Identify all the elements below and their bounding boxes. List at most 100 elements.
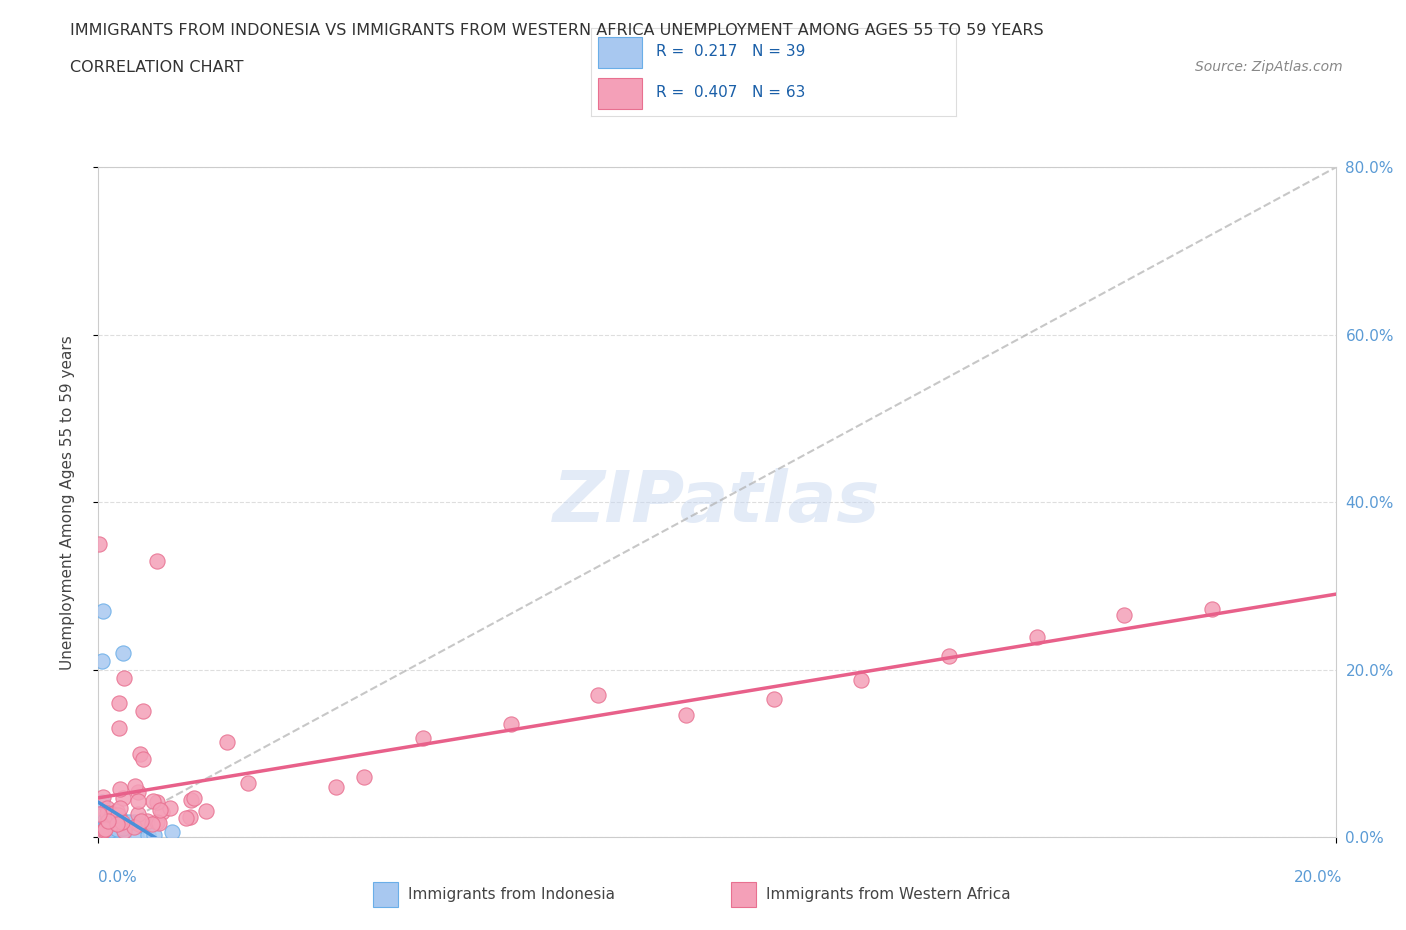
Point [136,814,159,829]
Point [136,827,159,842]
Point [103,824,125,839]
Point [98,827,121,842]
Point [128,817,150,831]
Point [143,828,166,843]
Point [108,696,131,711]
Point [179,810,201,825]
Point [132,751,155,766]
Point [124,778,146,793]
Text: ZIPatlas: ZIPatlas [554,468,880,537]
Point [107,807,129,822]
Point [111,825,134,840]
Point [183,790,205,805]
Text: IMMIGRANTS FROM INDONESIA VS IMMIGRANTS FROM WESTERN AFRICA UNEMPLOYMENT AMONG A: IMMIGRANTS FROM INDONESIA VS IMMIGRANTS … [70,23,1043,38]
Point [94,827,117,842]
Point [146,553,169,568]
Point [108,811,131,826]
Point [132,704,155,719]
Point [111,815,134,830]
Point [108,801,131,816]
Point [104,823,127,838]
Text: 20.0%: 20.0% [1295,870,1343,884]
Point [111,829,134,844]
Point [91,654,114,669]
Point [236,776,259,790]
Point [97,827,120,842]
Point [129,747,152,762]
Point [131,817,153,832]
Point [588,688,610,703]
FancyBboxPatch shape [598,78,641,109]
Point [105,829,128,844]
Point [127,806,149,821]
Point [90,825,112,840]
Point [96,814,118,829]
Point [111,791,134,806]
Point [93,789,115,804]
Point [141,817,163,831]
Point [110,816,132,830]
Point [851,672,873,687]
Point [112,671,135,685]
Text: 0.0%: 0.0% [98,870,138,884]
Point [174,810,197,825]
Text: CORRELATION CHART: CORRELATION CHART [70,60,243,75]
Point [101,821,124,836]
Text: Source: ZipAtlas.com: Source: ZipAtlas.com [1195,60,1343,74]
Point [145,815,167,830]
Point [93,820,115,835]
Point [96,801,118,816]
Point [142,793,165,808]
Point [96,825,118,840]
Point [499,717,522,732]
Point [1201,602,1223,617]
Point [149,803,172,817]
Y-axis label: Unemployment Among Ages 55 to 59 years: Unemployment Among Ages 55 to 59 years [60,335,75,670]
Point [105,817,128,831]
FancyBboxPatch shape [598,37,641,68]
Point [215,735,238,750]
Point [89,825,111,840]
Point [96,821,118,836]
Point [105,821,128,836]
Point [108,721,131,736]
Point [762,691,785,706]
Point [148,816,170,830]
Point [938,648,960,663]
Point [111,826,134,841]
Point [112,824,135,839]
Point [87,806,110,821]
Point [127,785,149,800]
Point [194,804,217,818]
Point [91,604,114,618]
Point [412,731,434,746]
Point [93,823,115,838]
Point [124,829,146,844]
Point [325,780,347,795]
Point [94,822,117,837]
Point [105,824,128,839]
Point [112,645,135,660]
Point [97,824,120,839]
Point [160,825,183,840]
Point [118,814,141,829]
Point [675,708,697,723]
Text: Immigrants from Indonesia: Immigrants from Indonesia [408,887,614,902]
Text: R =  0.217   N = 39: R = 0.217 N = 39 [657,45,806,60]
Point [97,813,120,828]
Point [89,537,111,551]
Point [110,829,132,844]
Point [100,822,122,837]
Point [1114,607,1136,622]
Point [129,814,152,829]
Text: Immigrants from Western Africa: Immigrants from Western Africa [766,887,1011,902]
Point [101,823,124,838]
Point [91,794,114,809]
Point [107,804,129,818]
Point [180,792,202,807]
Point [122,819,145,834]
Point [100,805,122,820]
Point [93,825,115,840]
Text: R =  0.407   N = 63: R = 0.407 N = 63 [657,85,806,100]
Point [105,816,128,830]
